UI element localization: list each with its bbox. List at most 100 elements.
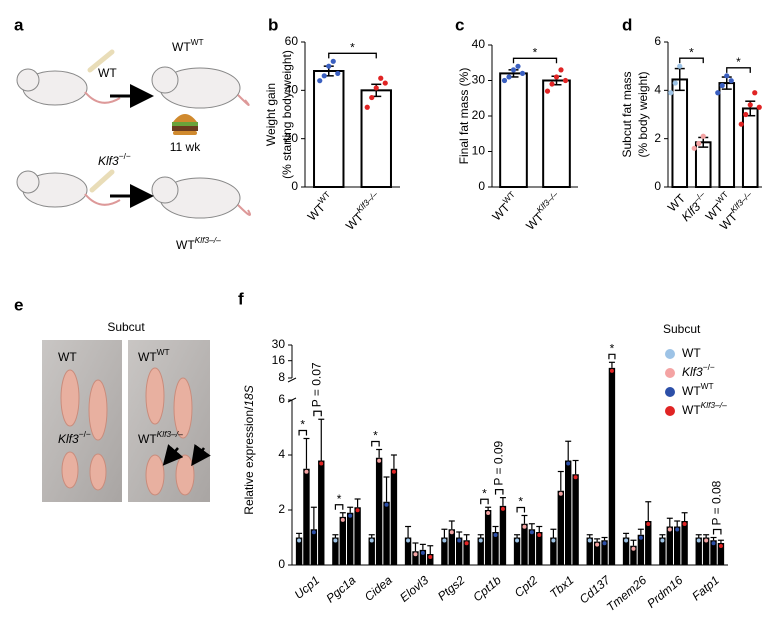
photo (42, 340, 122, 502)
bar-dot (566, 461, 571, 466)
y-tick-label: 0 (478, 179, 485, 193)
bar-dot (311, 530, 316, 535)
y-tick-label: 40 (472, 37, 486, 51)
bar (718, 82, 736, 188)
bar-dot (551, 538, 556, 543)
x-tick-label: Ptgs2 (435, 573, 468, 604)
photo-label: WTKlf3–/– (138, 429, 183, 446)
significance-label: * (337, 492, 342, 506)
significance-bracket (512, 57, 558, 64)
superscript: Klf3–/– (195, 235, 221, 245)
p-value-label: P = 0.07 (310, 362, 324, 407)
bar (404, 537, 412, 565)
y-tick-label: 10 (472, 144, 486, 158)
bar-dot (522, 524, 527, 529)
significance-label: * (350, 41, 355, 55)
bar (637, 534, 645, 565)
panel-letter: a (14, 15, 24, 34)
significance-label: * (689, 45, 694, 59)
y-axis-label: (% body weight) (636, 71, 650, 157)
bar (671, 78, 689, 188)
photo (128, 340, 210, 502)
bar-dot (333, 538, 338, 543)
x-tick-label: Cpt1b (470, 573, 504, 605)
bar (593, 541, 601, 565)
bar-dot (609, 368, 614, 373)
bar (339, 516, 346, 565)
y-tick-label: 20 (285, 131, 299, 145)
bar (608, 367, 616, 565)
legend-label: WTKlf3–/– (682, 400, 727, 417)
fat-pad-photos (42, 340, 211, 502)
y-axis-label: (% starting body weight) (280, 50, 294, 179)
y-tick-label: 20 (472, 108, 486, 122)
data-point (330, 58, 336, 64)
bar (630, 545, 637, 565)
significance-bracket (726, 67, 751, 73)
significance-bracket (371, 440, 380, 447)
x-tick-label: Cpt2 (512, 573, 541, 600)
data-point (510, 67, 517, 73)
data-point (558, 67, 564, 73)
panel-letter: e (14, 295, 23, 314)
significance-bracket (608, 353, 616, 360)
data-point (719, 82, 725, 89)
y-axis-label: Subcut fat mass (620, 71, 634, 157)
significance-bracket (712, 528, 722, 535)
panel-letter: b (268, 15, 278, 34)
significance-bracket (516, 506, 526, 513)
bar-dot (587, 538, 592, 543)
burger-icon (172, 114, 198, 135)
bar (695, 537, 702, 565)
bar-dot (529, 530, 534, 535)
legend-swatch (665, 368, 675, 378)
data-point (562, 77, 569, 84)
donor-mouse-top (16, 49, 121, 106)
data-point (752, 90, 758, 96)
bar (565, 460, 572, 565)
bar-dot (406, 538, 411, 543)
y-tick-label: 0 (278, 557, 285, 571)
data-point (369, 94, 375, 101)
bar (645, 521, 652, 565)
y-tick-label: 6 (654, 34, 661, 48)
recipient-mouse-top (151, 66, 250, 109)
data-point (668, 90, 674, 96)
superscript: Klf3–/– (354, 189, 380, 215)
data-point (549, 81, 555, 87)
bar (492, 532, 499, 565)
bar (427, 554, 434, 565)
superscript: Klf3–/– (701, 400, 727, 410)
bar-dot (420, 550, 425, 555)
significance-label: * (482, 486, 487, 500)
bar-dot (297, 538, 302, 543)
superscript: WT (157, 347, 170, 357)
bar (536, 532, 543, 565)
bar (674, 526, 681, 565)
bar-dot (304, 469, 309, 474)
data-point (519, 70, 526, 76)
label-part: Relative expression/ (242, 406, 256, 515)
legend-label: WTWT (682, 381, 714, 398)
mouse-illustrations (16, 49, 251, 219)
recipient-mouse-bottom (151, 176, 251, 219)
bar-dot (660, 538, 665, 543)
data-point (515, 63, 521, 69)
bar (542, 79, 571, 188)
bar-dot (377, 458, 382, 463)
bar (513, 537, 521, 565)
bar (710, 540, 717, 565)
bar (383, 501, 390, 565)
label-part: WT (138, 432, 157, 446)
bar-dot (355, 508, 360, 513)
significance-bracket (679, 57, 704, 64)
y-tick-label: 0 (654, 179, 661, 193)
significance-bracket (328, 52, 377, 59)
bar-dot (413, 552, 418, 557)
x-tick-label: Cidea (362, 573, 395, 604)
bar-dot (384, 502, 389, 507)
y-axis-label: Weight gain (264, 83, 278, 146)
bar (702, 537, 710, 565)
